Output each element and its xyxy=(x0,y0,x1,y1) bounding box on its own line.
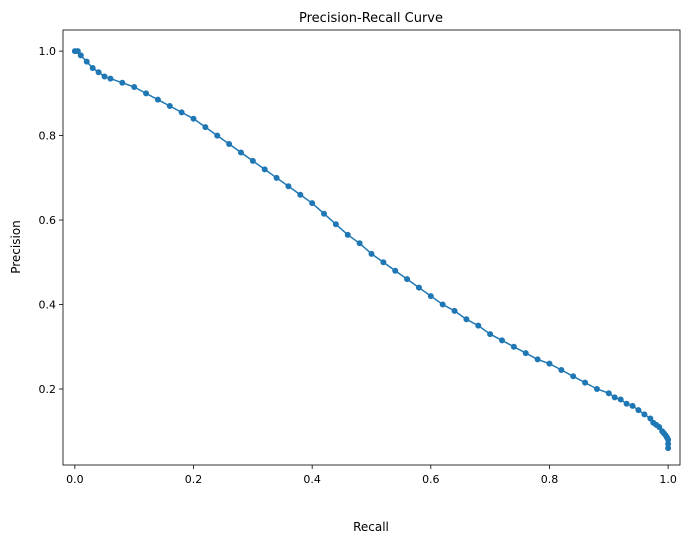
data-point xyxy=(190,115,197,122)
data-point xyxy=(89,65,96,72)
plot-frame xyxy=(62,29,681,466)
data-point xyxy=(487,331,494,338)
data-point xyxy=(522,350,529,357)
data-point xyxy=(546,360,553,367)
data-point xyxy=(611,394,618,401)
data-point xyxy=(297,191,304,198)
chart-title: Precision-Recall Curve xyxy=(299,11,443,26)
data-point xyxy=(249,157,256,164)
data-point xyxy=(273,174,280,181)
data-point xyxy=(534,356,541,363)
data-point xyxy=(463,316,470,323)
data-point xyxy=(427,293,434,300)
data-point xyxy=(570,373,577,380)
x-tick-label: 0.4 xyxy=(303,473,321,486)
data-point xyxy=(647,415,654,422)
y-tick-label: 1.0 xyxy=(39,45,57,58)
x-tick-label: 0.6 xyxy=(422,473,440,486)
x-tick-label: 0.2 xyxy=(185,473,203,486)
data-point xyxy=(285,183,292,190)
data-point xyxy=(74,48,81,55)
data-point xyxy=(510,343,517,350)
data-point xyxy=(623,400,630,407)
data-point xyxy=(499,337,506,344)
data-point xyxy=(95,69,102,76)
data-point xyxy=(83,58,90,65)
data-point xyxy=(392,267,399,274)
data-point xyxy=(226,141,233,148)
data-point xyxy=(582,379,589,386)
data-point xyxy=(439,301,446,308)
data-point xyxy=(119,79,126,86)
data-point xyxy=(178,109,185,116)
x-tick-label: 0.0 xyxy=(66,473,84,486)
data-point xyxy=(665,445,672,452)
data-point xyxy=(332,221,339,228)
data-point xyxy=(261,166,268,173)
data-point xyxy=(237,149,244,156)
data-point xyxy=(380,259,387,266)
data-point xyxy=(356,240,363,247)
data-point xyxy=(344,231,351,238)
y-tick-label: 0.2 xyxy=(39,383,57,396)
data-point xyxy=(617,396,624,403)
data-point xyxy=(635,407,642,414)
y-axis-label: Precision xyxy=(9,220,23,274)
data-point xyxy=(475,322,482,329)
data-point xyxy=(321,210,328,217)
data-point xyxy=(656,423,663,430)
y-tick-label: 0.4 xyxy=(39,299,57,312)
data-point xyxy=(415,284,422,291)
data-point xyxy=(629,402,636,409)
data-point xyxy=(368,250,375,257)
x-tick-label: 1.0 xyxy=(659,473,677,486)
data-point xyxy=(558,366,565,373)
series-line xyxy=(74,50,669,449)
data-point xyxy=(593,385,600,392)
data-point xyxy=(101,73,108,80)
data-point xyxy=(202,124,209,131)
data-point xyxy=(214,132,221,139)
data-point xyxy=(131,84,138,91)
y-tick-label: 0.8 xyxy=(39,130,57,143)
data-point xyxy=(107,75,114,82)
data-point xyxy=(143,90,150,97)
data-point xyxy=(309,200,316,207)
x-axis-label: Recall xyxy=(353,520,389,534)
y-tick-label: 0.6 xyxy=(39,214,57,227)
data-point xyxy=(404,276,411,283)
x-tick-label: 0.8 xyxy=(541,473,559,486)
data-point xyxy=(605,390,612,397)
data-point xyxy=(154,96,161,103)
data-point xyxy=(77,52,84,59)
data-point xyxy=(166,103,173,110)
data-point xyxy=(641,411,648,418)
data-point xyxy=(451,307,458,314)
